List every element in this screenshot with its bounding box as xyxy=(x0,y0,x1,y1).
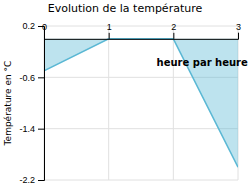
x-label: heure par heure xyxy=(157,57,248,68)
tick: 1 xyxy=(107,22,112,39)
axis-line xyxy=(38,27,45,181)
tick-label: -0.6 xyxy=(19,73,35,83)
y-axis: 0.2 -0.6 -1.4 -2.2 xyxy=(19,21,44,185)
tick-label: -1.4 xyxy=(19,124,35,134)
tick-label: 1 xyxy=(107,22,112,32)
grid-line xyxy=(44,128,238,129)
axis-line xyxy=(45,33,239,40)
grid-line xyxy=(173,26,174,180)
grid-line xyxy=(44,180,238,181)
tick: 3 xyxy=(236,22,241,39)
tick-label: 0.2 xyxy=(22,21,35,31)
title: Evolution de la température xyxy=(48,2,203,15)
tick: -0.6 xyxy=(19,73,44,83)
tick-mark xyxy=(44,33,45,39)
tick-label: 2 xyxy=(171,22,176,32)
tick-mark xyxy=(238,33,239,39)
tick: -1.4 xyxy=(19,124,44,134)
grid xyxy=(44,26,238,180)
grid-line xyxy=(108,26,109,180)
tick: 2 xyxy=(171,22,176,39)
tick-mark xyxy=(173,33,174,39)
tick-mark xyxy=(38,180,44,181)
tick-mark xyxy=(109,33,110,39)
x-axis: 0 1 2 3 xyxy=(42,22,241,40)
tick: -2.2 xyxy=(19,175,44,185)
chart: 0.2 -0.6 -1.4 -2.2 0 1 2 3 heure par heure Tempér… xyxy=(0,0,250,188)
tick-label: -2.2 xyxy=(19,175,35,185)
tick-mark xyxy=(38,77,44,78)
y-label: Température en °C xyxy=(3,61,13,147)
tick-mark xyxy=(38,129,44,130)
grid-line xyxy=(44,26,238,27)
tick-label: 3 xyxy=(236,22,241,32)
tick-label: 0 xyxy=(42,22,47,32)
plot: 0.2 -0.6 -1.4 -2.2 0 1 2 3 heure par heure xyxy=(19,21,248,185)
tick: 0.2 xyxy=(22,21,44,31)
tick: 0 xyxy=(42,22,47,39)
